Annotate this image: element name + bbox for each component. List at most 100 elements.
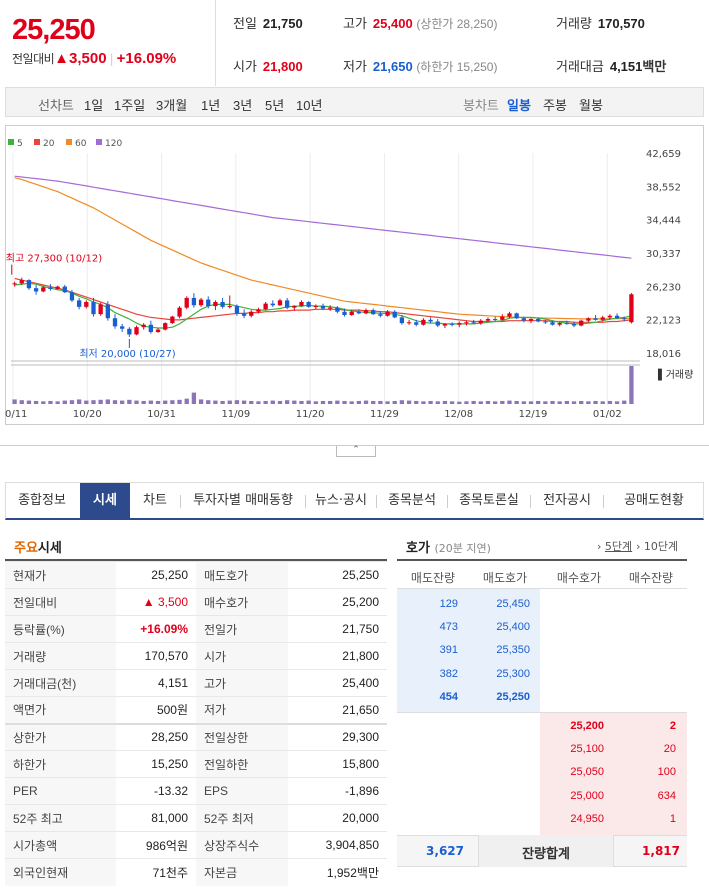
chart-bottom-line [0, 445, 709, 446]
candle-body [198, 299, 204, 306]
volume-bar [492, 401, 498, 404]
high-price: 고가 25,400 (상한가 28,250) [343, 16, 498, 31]
hoga-step-10[interactable]: › 10단계 [636, 540, 679, 553]
volume-bar [256, 401, 261, 404]
info-key: 시가총액 [5, 831, 116, 859]
candle-body [284, 300, 290, 308]
volume-bar [234, 400, 240, 404]
collapse-toggle-icon[interactable]: ⌃ [336, 446, 376, 457]
info-value: 81,000 [116, 804, 196, 832]
candle-body [191, 297, 197, 306]
chart-border [5, 125, 704, 425]
candle-monthly[interactable]: 월봉 [579, 98, 603, 113]
x-tick-label: 10/20 [73, 409, 102, 420]
line-chart-label: 선차트 [38, 98, 74, 113]
open-price: 시가 21,800 [233, 59, 303, 74]
ask-qty: 454 [439, 690, 458, 703]
info-key: 전일상한 [196, 722, 288, 751]
tab-analysis[interactable]: 종목분석 [388, 493, 436, 508]
candle-body [363, 310, 369, 314]
x-tick-label: 12/19 [519, 409, 548, 420]
candle-body [406, 322, 412, 324]
volume-bar [284, 400, 290, 404]
period-1y[interactable]: 1년 [201, 98, 221, 113]
volume-bar [19, 400, 24, 404]
ask-price: 25,350 [496, 644, 530, 657]
volume-bar [148, 400, 154, 404]
volume-bar [292, 400, 297, 404]
period-3m[interactable]: 3개월 [156, 98, 188, 113]
tab-chart[interactable]: 차트 [143, 493, 167, 508]
volume-bar [206, 400, 211, 404]
candle-body [349, 311, 354, 315]
candle-body [593, 318, 598, 320]
candle-body [614, 315, 620, 319]
info-value: 29,300 [288, 722, 387, 751]
legend-label: 120 [105, 139, 122, 149]
volume-bar [41, 401, 46, 404]
bid-qty: 20 [663, 743, 676, 756]
tab-news[interactable]: 뉴스·공시 [315, 493, 367, 508]
candle-body [428, 319, 433, 322]
volume-bar [69, 400, 75, 404]
info-value: 15,800 [288, 750, 387, 778]
hoga-step-5[interactable]: › 5단계 [597, 540, 633, 553]
volume-bar [579, 400, 584, 404]
table-row: 전일대비 ▲ 3,500 매수호가 25,200 [5, 588, 387, 616]
candle-body [320, 306, 326, 309]
period-5y[interactable]: 5년 [265, 98, 285, 113]
info-value: 170,570 [116, 642, 196, 670]
info-key: 액면가 [5, 696, 116, 724]
volume-bar [163, 400, 168, 404]
volume-bar [335, 400, 340, 404]
candle-body [141, 324, 146, 328]
volume-bar [457, 401, 462, 404]
tab-discussion[interactable]: 종목토론실 [459, 493, 519, 508]
candle-body [521, 318, 526, 321]
period-1w[interactable]: 1주일 [114, 98, 146, 113]
period-1d[interactable]: 1일 [84, 98, 104, 113]
legend-label: 20 [43, 139, 55, 149]
volume-bar [33, 400, 39, 404]
volume-bar [299, 400, 304, 404]
candle-body [306, 301, 311, 307]
tab-investor-trend[interactable]: 투자자별 매매동향 [193, 493, 293, 508]
table-row: 52주 최고 81,000 52주 최저 20,000 [5, 804, 387, 832]
candle-body [414, 322, 419, 325]
volume-bar [614, 401, 620, 404]
x-tick-label: 01/02 [593, 409, 622, 420]
total-ask: 3,627 [426, 844, 464, 858]
candle-daily[interactable]: 일봉 [507, 98, 531, 113]
y-tick-label: 26,230 [646, 282, 681, 293]
candle-body [292, 306, 297, 308]
candle-body [184, 297, 189, 308]
y-tick-label: 38,552 [646, 182, 681, 193]
tab-short-selling[interactable]: 공매도현황 [624, 493, 684, 508]
volume-bar [191, 392, 197, 404]
volume-bar [622, 400, 627, 404]
tab-summary[interactable]: 종합정보 [18, 493, 66, 508]
candle-body [378, 314, 383, 316]
tab-price[interactable]: 시세 [80, 483, 130, 519]
volume-bar [26, 400, 32, 404]
candle-body [328, 307, 333, 309]
volume-bar [198, 399, 204, 404]
volume-bar [536, 400, 541, 404]
volume-bar [227, 400, 232, 404]
period-3y[interactable]: 3년 [233, 98, 253, 113]
candle-body [586, 318, 591, 321]
candle-body [449, 323, 455, 325]
period-10y[interactable]: 10년 [296, 98, 323, 113]
stock-tabs: 종합정보 시세 차트 투자자별 매매동향 뉴스·공시 종목분석 종목토론실 전자… [5, 482, 704, 520]
candle-body [148, 324, 154, 333]
volume-bar [406, 400, 412, 404]
legend-swatch [96, 139, 102, 145]
volume-bar [62, 400, 67, 404]
bid-price: 25,050 [570, 766, 604, 779]
info-value: ▲ 3,500 [116, 588, 196, 616]
info-key: 52주 최저 [196, 804, 288, 832]
ask-qty: 382 [439, 667, 458, 680]
tab-disclosure[interactable]: 전자공시 [543, 493, 591, 508]
candle-weekly[interactable]: 주봉 [543, 98, 567, 113]
y-tick-label: 18,016 [646, 349, 681, 360]
